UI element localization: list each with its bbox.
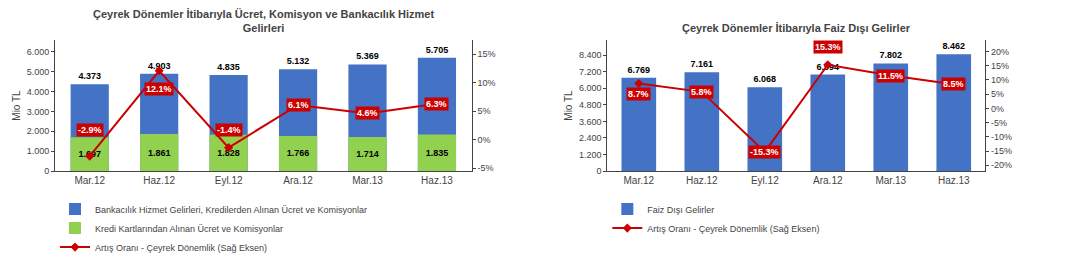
svg-text:-15.3%: -15.3% [750,147,779,157]
svg-text:3.000: 3.000 [27,107,50,117]
svg-text:6.769: 6.769 [628,65,651,75]
svg-text:Mar.12: Mar.12 [624,175,655,186]
svg-text:Çeyrek Dönemler İtibarıyla Ücr: Çeyrek Dönemler İtibarıyla Ücret, Komisy… [93,8,434,34]
svg-text:1.714: 1.714 [356,149,379,159]
svg-text:5.705: 5.705 [426,45,449,55]
svg-text:15.3%: 15.3% [815,42,841,52]
svg-text:4.373: 4.373 [78,71,101,81]
svg-text:5.369: 5.369 [356,51,379,61]
svg-text:8.400: 8.400 [579,50,602,60]
svg-text:Haz.13: Haz.13 [938,175,970,186]
svg-text:1.835: 1.835 [426,148,449,158]
svg-text:7.802: 7.802 [879,50,902,60]
svg-text:6.068: 6.068 [754,74,777,84]
svg-text:-15%: -15% [991,146,1012,156]
svg-text:Çeyrek Dönemler İtibarıyla Fai: Çeyrek Dönemler İtibarıyla Faiz Dışı Gel… [682,22,911,34]
svg-text:Mio TL: Mio TL [563,90,574,121]
svg-text:5%: 5% [477,106,490,116]
svg-text:15%: 15% [991,61,1009,71]
svg-text:Ara.12: Ara.12 [283,175,313,186]
svg-text:5.132: 5.132 [287,56,310,66]
svg-text:-1.4%: -1.4% [217,125,241,135]
svg-text:11.5%: 11.5% [878,71,903,81]
svg-text:Faiz Dışı Gelirler: Faiz Dışı Gelirler [647,205,714,215]
svg-text:Artış Oranı - Çeyrek Dönemlik: Artış Oranı - Çeyrek Dönemlik (Sağ Eksen… [95,243,267,253]
svg-text:6.1%: 6.1% [288,100,309,110]
svg-text:4.835: 4.835 [217,62,240,72]
svg-text:4.800: 4.800 [579,100,602,110]
svg-text:5.8%: 5.8% [691,87,712,97]
svg-text:12.1%: 12.1% [146,84,172,94]
svg-text:1.200: 1.200 [579,150,602,160]
svg-text:1.861: 1.861 [148,148,171,158]
svg-text:20%: 20% [991,47,1009,57]
svg-text:8.7%: 8.7% [628,89,649,99]
svg-text:1.697: 1.697 [78,149,101,159]
svg-text:6.000: 6.000 [579,83,602,93]
svg-text:Mar.13: Mar.13 [875,175,906,186]
svg-text:0: 0 [597,166,602,176]
svg-text:Eyl.12: Eyl.12 [215,175,243,186]
svg-text:Mio TL: Mio TL [11,90,22,121]
svg-text:5.000: 5.000 [27,67,50,77]
svg-text:10%: 10% [477,78,495,88]
svg-text:0%: 0% [477,135,490,145]
svg-text:2.400: 2.400 [579,133,602,143]
svg-text:7.200: 7.200 [579,67,602,77]
svg-text:2.000: 2.000 [27,126,50,136]
svg-text:4.000: 4.000 [27,87,50,97]
svg-text:Kredi Kartlarından Alınan Ücre: Kredi Kartlarından Alınan Ücret ve Komis… [95,224,283,234]
svg-text:-5%: -5% [991,118,1007,128]
svg-text:Artış Oranı - Çeyrek Dönemlik: Artış Oranı - Çeyrek Dönemlik (Sağ Eksen… [647,224,819,234]
svg-text:1.766: 1.766 [287,148,310,158]
svg-text:1.000: 1.000 [27,146,50,156]
svg-text:8.462: 8.462 [942,41,965,51]
svg-text:1.828: 1.828 [217,148,240,158]
svg-text:6.3%: 6.3% [426,99,447,109]
svg-text:Haz.13: Haz.13 [421,175,453,186]
svg-text:Ara.12: Ara.12 [813,175,843,186]
svg-text:Bankacılık Hizmet Gelirleri, K: Bankacılık Hizmet Gelirleri, Kredilerden… [95,205,367,215]
svg-text:-2.9%: -2.9% [78,125,102,135]
svg-text:15%: 15% [477,49,495,59]
svg-text:0: 0 [44,166,49,176]
svg-text:Mar.13: Mar.13 [352,175,383,186]
svg-text:Eyl.12: Eyl.12 [751,175,779,186]
svg-text:8.5%: 8.5% [943,79,964,89]
svg-text:-10%: -10% [991,132,1012,142]
svg-text:Haz.12: Haz.12 [686,175,718,186]
svg-text:Mar.12: Mar.12 [74,175,105,186]
svg-text:4.903: 4.903 [148,61,171,71]
svg-text:6.000: 6.000 [27,47,50,57]
svg-text:3.600: 3.600 [579,117,602,127]
svg-text:-20%: -20% [991,160,1012,170]
svg-text:6.994: 6.994 [817,62,840,72]
svg-text:-5%: -5% [477,163,493,173]
svg-text:10%: 10% [991,75,1009,85]
svg-text:0%: 0% [991,104,1004,114]
svg-text:5%: 5% [991,89,1004,99]
svg-text:7.161: 7.161 [691,59,714,69]
svg-text:4.6%: 4.6% [357,108,378,118]
svg-text:Haz.12: Haz.12 [143,175,175,186]
